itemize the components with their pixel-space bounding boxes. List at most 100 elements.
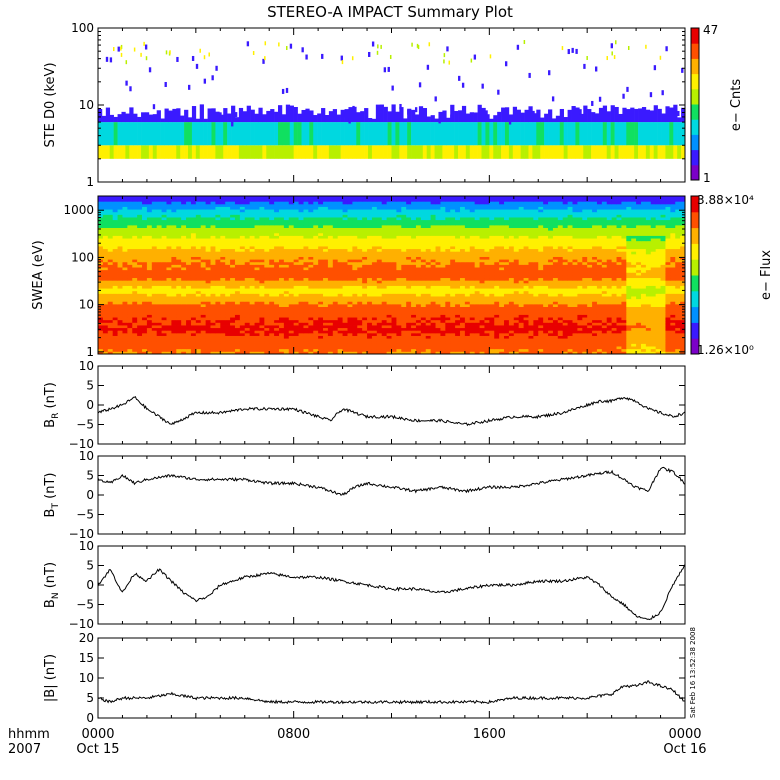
swea-cell — [112, 322, 118, 326]
swea-cell — [582, 327, 588, 331]
swea-cell — [420, 309, 427, 313]
ste-high-energy-count — [606, 56, 608, 61]
swea-cell — [186, 330, 192, 334]
swea-cell — [543, 301, 549, 305]
swea-cell — [523, 261, 529, 265]
swea-cell — [489, 343, 495, 347]
swea-cell — [371, 327, 378, 331]
swea-cell — [640, 277, 647, 281]
swea-cell — [362, 269, 368, 273]
ste-high-energy-count — [416, 43, 419, 48]
swea-cell — [494, 343, 500, 347]
swea-cell — [592, 332, 598, 336]
swea-cell — [396, 275, 402, 279]
swea-cell — [342, 309, 348, 313]
swea-cell — [592, 311, 598, 315]
swea-cell — [660, 280, 666, 284]
swea-cell — [259, 275, 265, 279]
swea-cell — [425, 340, 432, 344]
swea-cell — [127, 343, 133, 347]
swea-cell — [215, 267, 221, 271]
swea-cell — [425, 288, 432, 292]
swea-cell — [259, 301, 265, 305]
swea-cell — [347, 285, 353, 289]
swea-cell — [234, 327, 241, 331]
swea-cell — [518, 319, 524, 323]
swea-cell — [323, 306, 329, 310]
swea-cell — [420, 261, 427, 265]
swea-cell — [371, 259, 378, 263]
swea-cell — [347, 261, 353, 265]
ste-upper-cell — [231, 122, 236, 146]
swea-cell — [626, 269, 632, 273]
swea-cell — [459, 314, 466, 318]
swea-cell — [636, 272, 642, 276]
ste-upper-cell — [614, 122, 619, 146]
swea-cell — [298, 280, 304, 284]
swea-cell — [337, 348, 343, 352]
swea-cell — [98, 335, 104, 339]
swea-cell — [592, 285, 598, 289]
swea-cell — [371, 346, 378, 350]
ste-core-cell — [665, 145, 670, 159]
swea-cell — [230, 277, 236, 281]
swea-cell — [450, 346, 456, 350]
swea-cell — [376, 290, 383, 294]
swea-cell — [195, 343, 202, 347]
swea-cell — [474, 332, 480, 336]
swea-cell — [102, 311, 109, 315]
swea-cell — [675, 282, 681, 286]
colorbar-cell — [691, 121, 699, 125]
swea-cell — [337, 335, 343, 339]
swea-cell — [557, 348, 564, 352]
ste-core-cell — [473, 145, 478, 159]
swea-cell — [396, 293, 402, 297]
swea-cell — [415, 306, 422, 310]
swea-cell — [543, 275, 549, 279]
swea-cell — [675, 330, 681, 334]
swea-cell — [655, 306, 661, 310]
swea-cell — [230, 259, 236, 263]
swea-cell — [680, 319, 686, 323]
swea-cell — [239, 346, 246, 350]
swea-cell — [499, 332, 505, 336]
swea-cell — [513, 346, 520, 350]
ste-edge-cell — [321, 108, 326, 123]
swea-cell — [508, 346, 515, 350]
swea-cell — [386, 338, 392, 342]
swea-cell — [176, 314, 182, 318]
swea-cell — [450, 327, 456, 331]
swea-cell — [293, 269, 299, 273]
swea-cell — [479, 332, 485, 336]
swea-cell — [230, 298, 236, 302]
swea-cell — [523, 314, 529, 318]
swea-cell — [151, 290, 158, 294]
swea-cell — [621, 277, 627, 281]
swea-cell — [190, 264, 197, 268]
swea-cell — [577, 272, 583, 276]
swea-cell — [650, 277, 657, 281]
swea-cell — [552, 340, 559, 344]
swea-cell — [499, 335, 505, 339]
swea-cell — [440, 275, 446, 279]
swea-cell — [455, 269, 461, 273]
swea-cell — [518, 327, 524, 331]
swea-cell — [562, 264, 568, 268]
swea-cell — [538, 317, 544, 321]
swea-cell — [146, 282, 153, 286]
swea-cell — [528, 275, 534, 279]
swea-cell — [479, 298, 485, 302]
ste-core-cell — [426, 145, 431, 159]
ste-core-cell — [563, 145, 568, 159]
swea-cell — [420, 282, 427, 286]
swea-cell — [464, 325, 471, 329]
swea-cell — [259, 298, 265, 302]
swea-cell — [161, 259, 167, 263]
swea-cell — [308, 280, 314, 284]
swea-cell — [151, 335, 158, 339]
ste-upper-cell — [137, 122, 142, 146]
colorbar-cell — [691, 76, 699, 80]
swea-cell — [205, 306, 211, 310]
swea-cell — [469, 338, 476, 342]
swea-cell — [283, 327, 290, 331]
